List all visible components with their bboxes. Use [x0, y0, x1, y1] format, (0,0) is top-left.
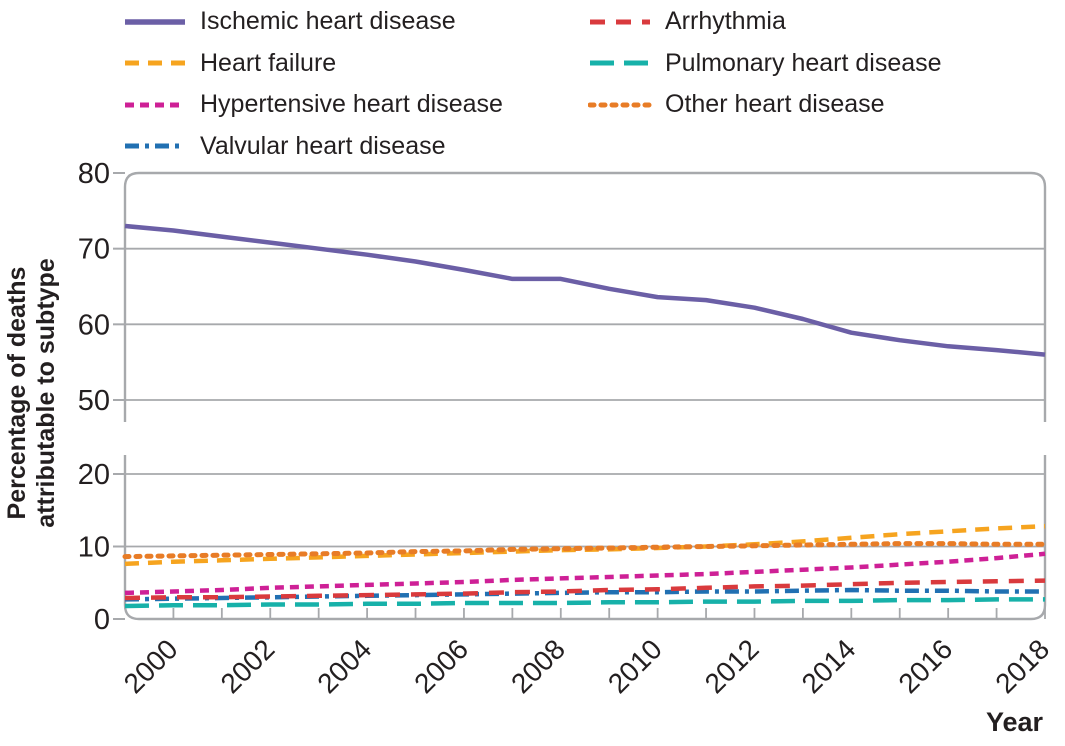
x-tick-label-2012: 2012	[699, 633, 765, 699]
x-tick-label-2006: 2006	[408, 633, 474, 699]
x-tick-label-2008: 2008	[505, 633, 571, 699]
legend-swatch-icon-ischemic-heart-disease	[125, 19, 185, 25]
legend-swatch-icon-hypertensive-heart-disease	[125, 102, 185, 108]
legend-swatch-icon-arrhythmia	[590, 19, 650, 25]
legend-label-hypertensive-heart-disease: Hypertensive heart disease	[200, 90, 503, 119]
legend-item-other-heart-disease: Other heart disease	[588, 84, 1058, 126]
y-tick-label-80: 80	[78, 158, 110, 190]
legend-label-arrhythmia: Arrhythmia	[665, 7, 786, 36]
legend-label-valvular-heart-disease: Valvular heart disease	[200, 131, 446, 160]
x-tick-label-2002: 2002	[215, 633, 281, 699]
legend-label-pulmonary-heart-disease: Pulmonary heart disease	[665, 48, 942, 77]
legend-item-pulmonary-heart-disease: Pulmonary heart disease	[588, 43, 1058, 85]
y-tick-label-0: 0	[94, 604, 110, 636]
legend-swatch-icon-other-heart-disease	[588, 102, 652, 108]
series-line-arrhythmia	[124, 578, 1046, 601]
x-tick-label-2018: 2018	[989, 633, 1055, 699]
legend-swatch-icon-valvular-heart-disease	[125, 143, 185, 149]
legend-item-ischemic-heart-disease: Ischemic heart disease	[123, 1, 585, 43]
x-axis-label: Year	[986, 707, 1044, 737]
series-line-other-heart-disease	[122, 541, 1048, 560]
series-line-hypertensive-heart-disease	[124, 551, 1046, 596]
y-tick-label-10: 10	[78, 532, 110, 564]
top-panel-frame	[123, 171, 1047, 422]
legend-column-right: Arrhythmia Pulmonary heart disease Other h…	[588, 1, 1058, 126]
series-line-ischemic-heart-disease	[124, 223, 1046, 357]
x-tick-label-2000: 2000	[118, 633, 184, 699]
legend-item-heart-failure: Heart failure	[123, 43, 585, 85]
y-tick-label-70: 70	[78, 234, 110, 266]
x-tick-label-2014: 2014	[796, 633, 862, 699]
legend-column-left: Ischemic heart disease Heart failure Hyper…	[123, 1, 585, 167]
x-tick-label-2016: 2016	[892, 633, 958, 699]
y-tick-label-20: 20	[78, 459, 110, 491]
legend-label-other-heart-disease: Other heart disease	[665, 90, 885, 119]
legend-swatch-icon-heart-failure	[125, 60, 185, 66]
legend-item-valvular-heart-disease: Valvular heart disease	[123, 126, 585, 168]
legend-label-heart-failure: Heart failure	[200, 48, 337, 77]
legend-label-ischemic-heart-disease: Ischemic heart disease	[200, 7, 456, 36]
legend-item-hypertensive-heart-disease: Hypertensive heart disease	[123, 84, 585, 126]
y-tick-label-50: 50	[78, 385, 110, 417]
x-tick-label-2004: 2004	[311, 633, 377, 699]
y-tick-label-60: 60	[78, 309, 110, 341]
legend-swatch-icon-pulmonary-heart-disease	[590, 60, 650, 66]
series-line-valvular-heart-disease	[124, 587, 1045, 602]
legend-item-arrhythmia: Arrhythmia	[588, 1, 1058, 43]
series-line-pulmonary-heart-disease	[124, 597, 1045, 609]
x-tick-label-2010: 2010	[602, 633, 668, 699]
